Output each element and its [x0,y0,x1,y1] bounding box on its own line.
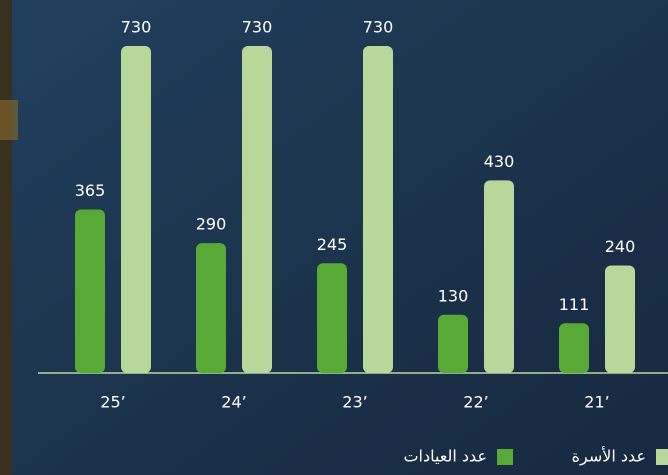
left-edge [0,0,12,475]
x-tick-label: 21’ [584,393,609,412]
x-tick-label: 22’ [463,393,488,412]
bar [196,243,226,373]
legend-label: عدد الأسرة [572,446,646,467]
value-label: 730 [363,18,394,37]
value-label: 290 [196,215,227,234]
bar [317,263,347,373]
bar [121,46,151,373]
x-tick-label: 24’ [221,393,246,412]
bar [363,46,393,373]
value-label: 130 [438,286,469,305]
legend-swatch [497,449,513,465]
value-label: 365 [75,181,106,200]
legend-swatch [656,449,668,465]
left-edge-light [0,100,18,140]
bar [484,180,514,373]
bar [559,323,589,373]
value-label: 430 [484,152,515,171]
value-label: 240 [605,237,636,256]
value-label: 730 [121,18,152,37]
value-label: 730 [242,18,273,37]
x-tick-label: 25’ [100,393,125,412]
bar [605,265,635,373]
legend-label: عدد العيادات [403,447,487,466]
bar [242,46,272,373]
value-label: 111 [559,295,590,314]
bar [438,314,468,373]
bar [75,209,105,373]
value-label: 245 [317,235,348,254]
x-tick-label: 23’ [342,393,367,412]
